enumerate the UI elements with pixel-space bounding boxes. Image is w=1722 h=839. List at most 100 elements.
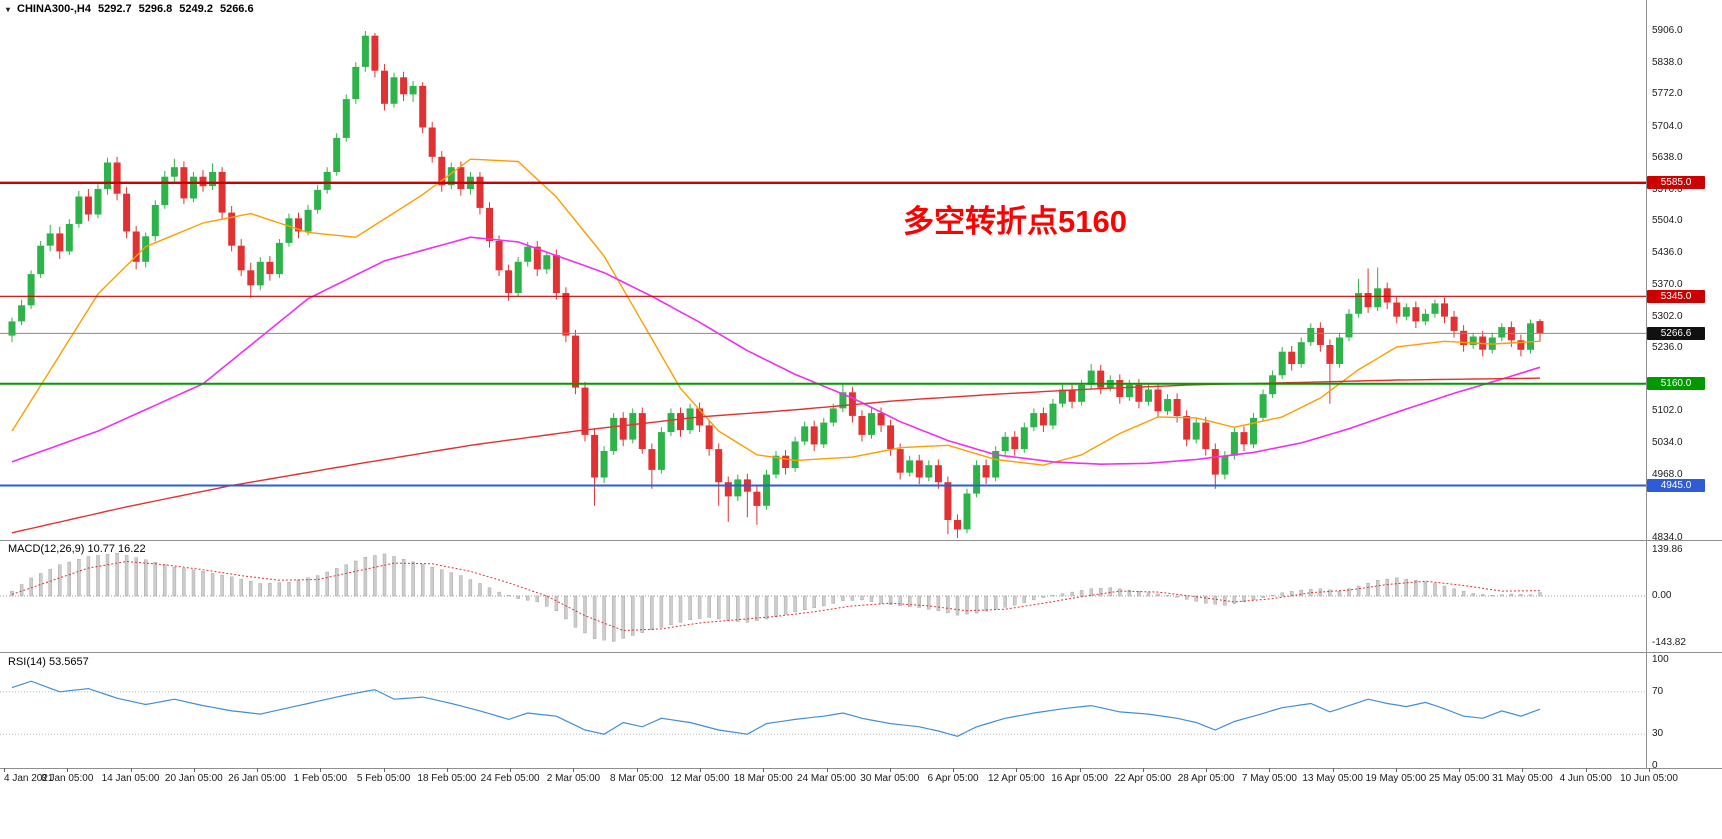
macd-axis-label: 139.86 xyxy=(1652,544,1683,555)
ma-red-slow xyxy=(11,377,1541,534)
time-axis-tick xyxy=(257,768,259,772)
price-axis-label: 5838.0 xyxy=(1652,57,1683,69)
time-axis-label: 4 Jan 2021 xyxy=(4,773,54,784)
time-axis-tick xyxy=(1269,768,1271,772)
time-axis-label: 25 May 05:00 xyxy=(1428,773,1490,784)
time-axis-tick xyxy=(1649,768,1650,772)
rsi-axis-label: 100 xyxy=(1652,654,1669,665)
time-axis-tick xyxy=(67,768,69,772)
macd-indicator-label: MACD(12,26,9) 10.77 16.22 xyxy=(8,543,146,555)
price-axis-label: 5302.0 xyxy=(1652,310,1683,322)
time-axis-label: 30 Mar 05:00 xyxy=(860,773,920,784)
ma-orange xyxy=(11,158,1541,466)
time-axis-tick xyxy=(383,768,385,772)
ma-magenta xyxy=(11,236,1541,466)
time-axis-label: 28 Apr 05:00 xyxy=(1177,773,1235,784)
time-axis-label: 10 Jun 05:00 xyxy=(1620,773,1678,784)
time-axis-tick xyxy=(4,768,5,772)
time-axis-label: 12 Mar 05:00 xyxy=(670,773,730,784)
price-level-badge: 4945.0 xyxy=(1647,479,1705,492)
bid-price-badge: 5266.6 xyxy=(1647,326,1705,340)
time-axis-label: 1 Feb 05:00 xyxy=(293,773,348,784)
symbol-timeframe-label: CHINA300-,H4 xyxy=(17,3,91,15)
time-axis-label: 8 Mar 05:00 xyxy=(610,773,664,784)
price-axis-label: 5504.0 xyxy=(1652,215,1683,227)
time-axis-label: 12 Apr 05:00 xyxy=(987,773,1045,784)
time-axis-label: 20 Jan 05:00 xyxy=(164,773,223,784)
rsi-axis-label: 30 xyxy=(1652,728,1664,740)
price-axis-label: 5102.0 xyxy=(1652,405,1683,417)
time-axis-label: 18 Mar 05:00 xyxy=(733,773,793,784)
macd-axis-label: 0.00 xyxy=(1652,590,1672,601)
time-axis-tick xyxy=(699,768,701,772)
time-axis-tick xyxy=(953,768,955,772)
candles-layer xyxy=(8,31,1544,538)
time-axis-tick xyxy=(1142,768,1144,772)
symbol-info-bar: ▾ CHINA300-,H4 5292.7 5296.8 5249.2 5266… xyxy=(6,3,254,15)
time-axis-tick xyxy=(573,768,575,772)
time-axis-tick xyxy=(1079,768,1081,772)
price-axis-label: 5638.0 xyxy=(1652,151,1683,163)
price-level-badge: 5345.0 xyxy=(1647,289,1705,303)
close-value: 5266.6 xyxy=(219,3,254,15)
indicator-levels-layer xyxy=(0,595,1646,735)
high-value: 5296.8 xyxy=(138,3,173,15)
price-axis-label: 4834.0 xyxy=(1652,532,1683,543)
time-axis-tick xyxy=(1459,768,1461,772)
time-axis-tick xyxy=(446,768,448,772)
time-axis-label: 31 May 05:00 xyxy=(1492,773,1553,784)
time-axis-tick xyxy=(1206,768,1208,772)
price-axis-label: 5570.0 xyxy=(1652,183,1683,195)
time-axis-tick xyxy=(510,768,512,772)
separators-layer xyxy=(0,0,1722,769)
moving-averages-layer xyxy=(11,158,1541,534)
chart-annotation-text: 多空转折点5160 xyxy=(903,204,1127,239)
time-axis-tick xyxy=(193,768,195,772)
price-axis-label: 5370.0 xyxy=(1652,278,1683,290)
rsi-axis-label: 0 xyxy=(1652,760,1658,771)
time-axis-label: 16 Apr 05:00 xyxy=(1051,773,1108,784)
time-axis-tick xyxy=(763,768,765,772)
price-axis[interactable]: 5906.0 5838.0 5772.0 5704.0 5638.0 5570.0 5504… xyxy=(1646,0,1722,839)
time-axis-label: 19 May 05:00 xyxy=(1365,773,1427,784)
time-axis-label: 13 May 05:00 xyxy=(1302,773,1363,784)
price-axis-label: 5906.0 xyxy=(1652,25,1683,36)
time-axis-tick xyxy=(320,768,322,772)
price-level-badge: 5160.0 xyxy=(1647,377,1705,391)
time-axis-label: 7 May 05:00 xyxy=(1241,773,1297,784)
level-lines-layer xyxy=(0,181,1646,487)
price-axis-label: 5034.0 xyxy=(1652,437,1683,449)
time-axis-label: 2 Mar 05:00 xyxy=(546,773,601,784)
time-axis-tick xyxy=(826,768,828,772)
time-axis-label: 22 Apr 05:00 xyxy=(1114,773,1172,784)
time-axis-label: 8 Jan 05:00 xyxy=(41,773,94,784)
macd-axis-label: -143.82 xyxy=(1652,637,1686,649)
price-axis-label: 5436.0 xyxy=(1652,247,1683,259)
time-axis-tick xyxy=(1522,768,1524,772)
time-axis-tick xyxy=(1016,768,1018,772)
price-axis-label: 5704.0 xyxy=(1652,120,1683,132)
price-axis-label: 5772.0 xyxy=(1652,88,1683,100)
time-axis-label: 6 Apr 05:00 xyxy=(927,773,979,784)
time-axis-label: 14 Jan 05:00 xyxy=(101,773,160,784)
low-value: 5249.2 xyxy=(179,3,213,15)
time-axis-label: 26 Jan 05:00 xyxy=(228,773,286,784)
rsi-layer xyxy=(11,680,1541,737)
macd-layer xyxy=(10,553,1542,642)
time-axis[interactable]: 4 Jan 2021 8 Jan 05:00 14 Jan 05:00 20 Jan … xyxy=(0,768,1722,839)
time-axis-label: 5 Feb 05:00 xyxy=(356,773,411,784)
price-axis-label: 4968.0 xyxy=(1652,468,1683,480)
rsi-axis-label: 70 xyxy=(1652,685,1664,697)
time-axis-tick xyxy=(1395,768,1397,772)
open-value: 5292.7 xyxy=(97,3,132,15)
time-axis-tick xyxy=(130,768,132,772)
time-axis-tick xyxy=(1332,768,1334,772)
time-axis-label: 18 Feb 05:00 xyxy=(417,773,477,784)
time-axis-label: 24 Mar 05:00 xyxy=(797,773,856,784)
rsi-indicator-label: RSI(14) 53.5657 xyxy=(8,656,89,668)
time-axis-tick xyxy=(636,768,638,772)
time-axis-label: 24 Feb 05:00 xyxy=(480,773,540,784)
price-axis-label: 5236.0 xyxy=(1652,341,1683,353)
